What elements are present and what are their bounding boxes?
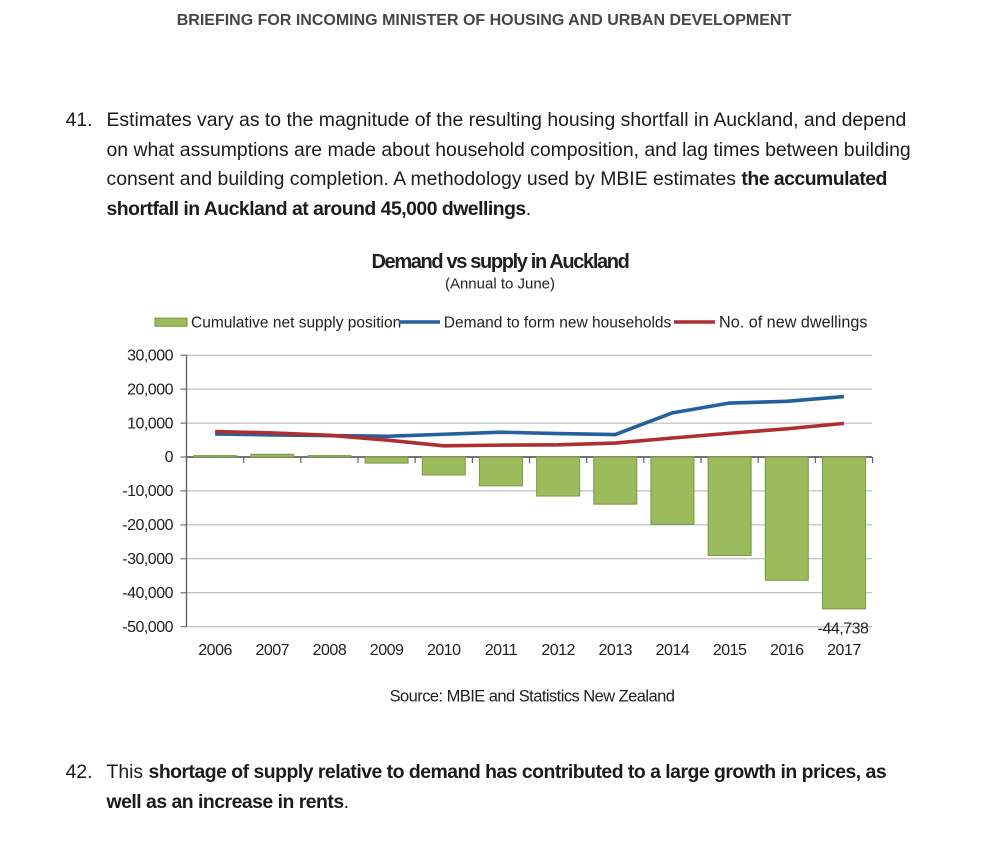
svg-text:2015: 2015 <box>713 642 747 659</box>
svg-text:0: 0 <box>165 449 174 466</box>
svg-text:2011: 2011 <box>485 642 518 659</box>
svg-text:-30,000: -30,000 <box>122 551 173 568</box>
svg-text:-20,000: -20,000 <box>122 517 173 534</box>
svg-text:-44,738: -44,738 <box>818 621 869 638</box>
svg-text:2016: 2016 <box>770 642 804 659</box>
svg-text:Cumulative net supply position: Cumulative net supply position <box>191 314 401 331</box>
svg-text:-50,000: -50,000 <box>122 619 173 636</box>
svg-text:No. of new dwellings: No. of new dwellings <box>719 313 867 331</box>
svg-text:2014: 2014 <box>656 642 690 659</box>
svg-text:10,000: 10,000 <box>127 415 174 432</box>
svg-text:Demand to form new households: Demand to form new households <box>444 314 672 331</box>
svg-text:2012: 2012 <box>541 642 575 659</box>
svg-text:Source: MBIE and Statistics Ne: Source: MBIE and Statistics New Zealand <box>390 688 675 706</box>
svg-text:2009: 2009 <box>370 642 404 659</box>
svg-text:2007: 2007 <box>255 642 289 659</box>
svg-text:2013: 2013 <box>598 642 632 659</box>
svg-text:2006: 2006 <box>198 642 232 659</box>
svg-text:30,000: 30,000 <box>127 347 174 364</box>
svg-text:-40,000: -40,000 <box>122 585 173 602</box>
svg-text:2017: 2017 <box>827 642 861 659</box>
svg-text:20,000: 20,000 <box>127 381 174 398</box>
svg-text:Demand vs supply in Auckland: Demand vs supply in Auckland <box>371 251 628 273</box>
svg-text:2010: 2010 <box>427 642 461 659</box>
svg-text:(Annual to June): (Annual to June) <box>445 276 555 293</box>
svg-text:2008: 2008 <box>313 642 347 659</box>
svg-text:-10,000: -10,000 <box>122 483 173 500</box>
